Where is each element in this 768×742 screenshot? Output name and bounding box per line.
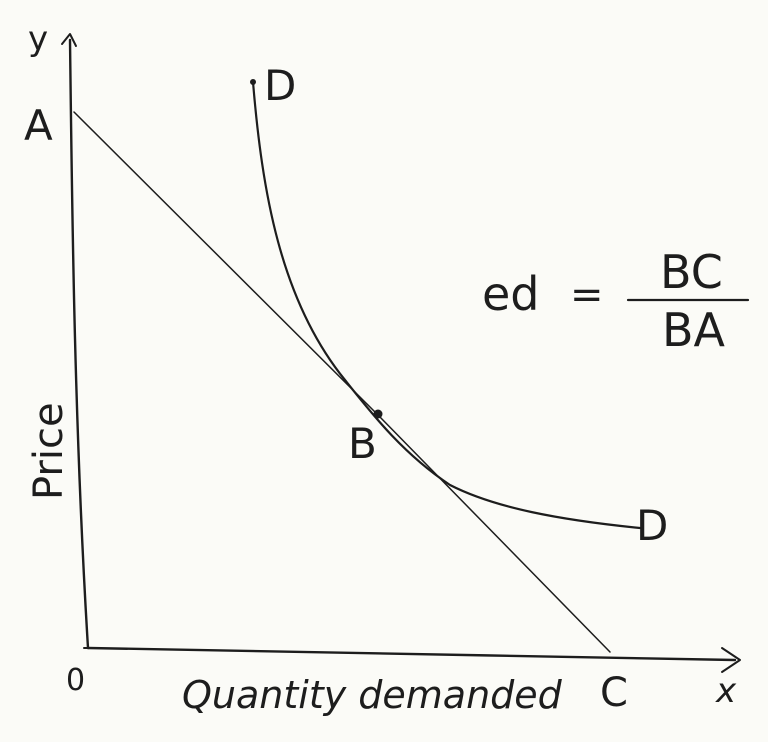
point-b-label: B [348, 419, 377, 468]
tangent-line-ac [73, 111, 611, 653]
x-axis [86, 646, 741, 673]
curve-end-dot [250, 79, 256, 85]
point-a-label: A [24, 101, 53, 150]
point-b-dot [373, 409, 383, 419]
x-axis-title: Quantity demanded [182, 673, 563, 717]
curve-top-label: D [264, 61, 296, 110]
formula-numerator: BC [660, 245, 723, 299]
curve-bottom-label: D [636, 501, 668, 550]
x-axis-letter: x [715, 671, 737, 711]
demand-curve [251, 80, 642, 530]
formula-denominator: BA [662, 303, 726, 357]
y-axis-letter: y [28, 19, 48, 59]
formula-equals: = [570, 272, 604, 318]
formula-lhs: ed [482, 267, 540, 321]
elasticity-formula: ed = BC BA [482, 245, 750, 357]
point-c-label: C [600, 670, 628, 716]
y-axis [61, 33, 90, 650]
y-axis-title: Price [26, 402, 72, 500]
origin-label: 0 [66, 663, 85, 698]
